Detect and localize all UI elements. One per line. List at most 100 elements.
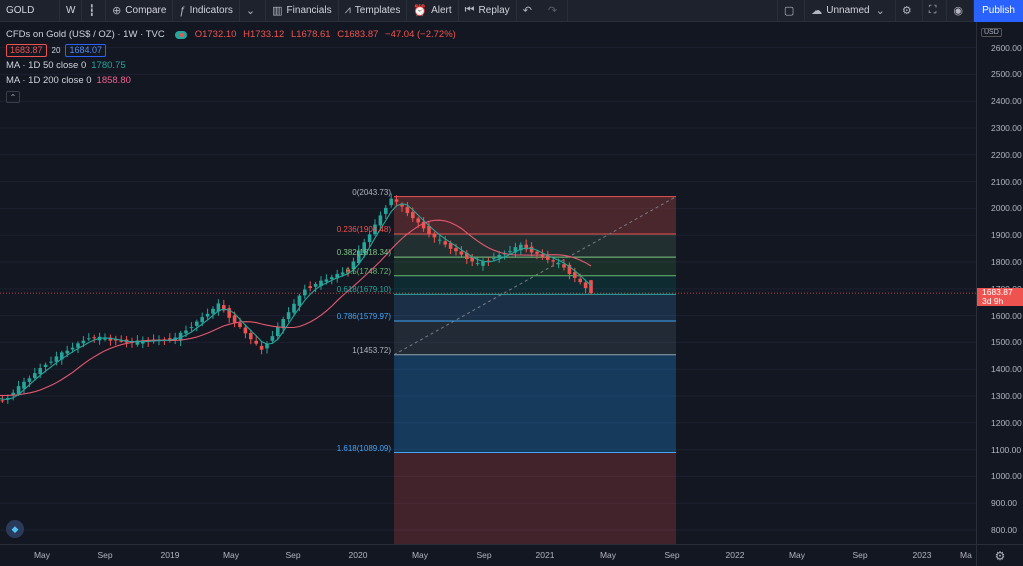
candle-body xyxy=(243,327,248,334)
candle-body xyxy=(556,263,561,265)
time-tick-label: May xyxy=(411,550,429,560)
layout-name-button[interactable]: ☁ Unnamed ⌄ xyxy=(805,0,896,22)
candle-body xyxy=(378,215,383,226)
buy-price[interactable]: 1684.07 xyxy=(65,44,106,57)
ma50-line xyxy=(0,203,592,400)
market-status-icon[interactable] xyxy=(174,30,187,39)
candle-body xyxy=(119,340,123,342)
candle-body xyxy=(54,356,59,362)
axis-settings-button[interactable]: ⚙ xyxy=(976,544,1023,566)
fib-level-label: 1.618(1089.09) xyxy=(336,443,391,453)
undo-button[interactable]: ↶ xyxy=(517,0,542,22)
time-tick-label: Sep xyxy=(852,550,868,560)
candle-body xyxy=(508,251,512,253)
candle-body xyxy=(524,244,528,250)
square-icon: ▢ xyxy=(783,5,795,17)
candle-body xyxy=(297,295,302,306)
price-tick-label: 1200.00 xyxy=(991,417,1022,428)
candle-body xyxy=(232,315,237,323)
fullscreen-button[interactable]: ⛶ xyxy=(923,0,948,22)
symbol-name: GOLD xyxy=(6,5,35,16)
alert-label: Alert xyxy=(431,5,452,16)
time-tick-label: 2021 xyxy=(535,550,555,560)
chart-pane[interactable] xyxy=(0,22,976,544)
candle-body xyxy=(22,381,26,389)
candle-body xyxy=(81,340,86,344)
ma50-value: 1780.75 xyxy=(91,60,126,71)
price-axis[interactable]: 2600.00 2500.00 2400.00 2300.00 2200.00 2100.… xyxy=(976,22,1023,544)
change-value: −47.04 (−2.72%) xyxy=(385,29,456,40)
replay-button[interactable]: ⏮ Replay xyxy=(459,0,517,22)
candle-body xyxy=(87,338,91,340)
indicators-button[interactable]: ƒ Indicators xyxy=(173,0,240,22)
candle-body xyxy=(405,207,410,214)
templates-button[interactable]: ⩘ Templates xyxy=(339,0,408,22)
interval-label: W xyxy=(66,5,76,16)
collapse-legend-button[interactable]: ⌃ xyxy=(6,91,20,103)
candle-body xyxy=(373,224,377,235)
fib-level-label: 0(2043.73) xyxy=(352,187,391,197)
ma200-row[interactable]: MA · 1D 200 close 0 1858.80 xyxy=(6,73,460,88)
indicators-dropdown[interactable]: ⌄ xyxy=(240,0,267,22)
sell-price[interactable]: 1683.87 xyxy=(6,44,47,57)
ma50-row[interactable]: MA · 1D 50 close 0 1780.75 xyxy=(6,58,460,73)
financials-button[interactable]: ▥ Financials xyxy=(266,0,339,22)
candle-body xyxy=(49,361,53,363)
candle-body xyxy=(227,308,231,318)
time-tick-label: Ma xyxy=(960,550,972,560)
fib-level-label: 0.236(1904.48) xyxy=(336,224,391,234)
chevron-down-icon: ⌄ xyxy=(245,5,256,17)
time-tick-label: Sep xyxy=(476,550,492,560)
symbol-title[interactable]: CFDs on Gold (US$ / OZ) · 1W · TVC xyxy=(6,29,165,40)
candle-body xyxy=(448,243,453,249)
settings-button[interactable]: ⚙ xyxy=(896,0,923,22)
spread-value: 20 xyxy=(51,46,61,55)
candle-body xyxy=(270,336,275,341)
price-tick-label: 900.00 xyxy=(991,498,1017,509)
undo-icon: ↶ xyxy=(522,5,532,17)
redo-button[interactable]: ↷ xyxy=(542,0,569,22)
interval-button[interactable]: W xyxy=(60,0,83,22)
price-chart[interactable] xyxy=(0,22,976,544)
fib-zone xyxy=(394,275,676,295)
candle-body xyxy=(389,198,393,206)
top-toolbar: GOLD W ┇ ⊕ Compare ƒ Indicators ⌄ ▥ Financi… xyxy=(0,0,1023,22)
tradingview-logo-icon[interactable]: ◆ xyxy=(6,520,24,538)
price-tick-label: 2000.00 xyxy=(991,203,1022,214)
compare-button[interactable]: ⊕ Compare xyxy=(106,0,174,22)
ma200-label: MA · 1D 200 close 0 xyxy=(6,75,92,86)
candle-body xyxy=(567,264,572,275)
price-tick-label: 2600.00 xyxy=(991,42,1022,53)
candle-body xyxy=(432,233,437,238)
snapshot-button[interactable]: ◉ xyxy=(947,0,974,22)
currency-label[interactable]: USD xyxy=(981,28,1002,37)
candle-body xyxy=(421,221,426,229)
templates-label: Templates xyxy=(354,5,401,16)
publish-button[interactable]: Publish xyxy=(974,0,1023,22)
alert-button[interactable]: ⏰ Alert xyxy=(407,0,459,22)
time-axis[interactable]: May Sep 2019 May Sep 2020 May Sep 2021 May Sep 2022… xyxy=(0,544,976,566)
candle-body xyxy=(60,352,64,360)
price-tick-label: 2200.00 xyxy=(991,149,1022,160)
open-value: O1732.10 xyxy=(194,29,237,40)
ohlc-values: O1732.10 H1733.12 L1678.61 C1683.87 −47.… xyxy=(195,29,460,40)
price-tick-label: 1600.00 xyxy=(991,310,1022,321)
candle-body xyxy=(519,244,523,251)
chart-type-button[interactable]: ┇ xyxy=(82,0,107,22)
fullscreen-layout-button[interactable]: ▢ xyxy=(776,0,806,22)
price-tick-label: 800.00 xyxy=(991,525,1017,535)
candle-body xyxy=(222,305,226,311)
candle-body xyxy=(216,303,221,312)
candle-body xyxy=(27,378,32,382)
symbol-search[interactable]: GOLD xyxy=(0,0,60,22)
candle-body xyxy=(70,347,75,350)
candle-body xyxy=(205,313,210,317)
candle-body xyxy=(238,323,242,327)
high-value: H1733.12 xyxy=(243,29,285,40)
candle-body xyxy=(313,283,318,287)
candle-body xyxy=(33,373,37,379)
candle-body xyxy=(583,282,588,289)
candle-body xyxy=(330,277,334,280)
candle-body xyxy=(562,264,566,268)
legend-main-row: CFDs on Gold (US$ / OZ) · 1W · TVC O1732… xyxy=(6,27,460,42)
